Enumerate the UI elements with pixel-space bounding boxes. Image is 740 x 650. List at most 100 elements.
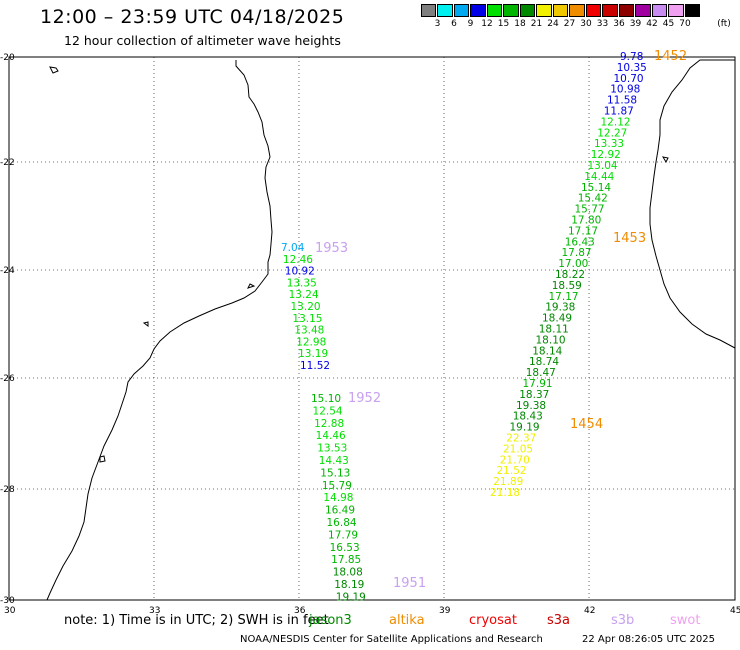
wave-height-value: 19.38 <box>545 302 575 314</box>
wave-height-value: 15.42 <box>578 193 608 205</box>
legend-swatch <box>585 4 602 17</box>
wave-height-value: 18.43 <box>513 411 543 423</box>
satellite-name: s3b <box>611 613 635 628</box>
legend-labels: 3 6 9 12 15 18 21 24 27 30 33 36 39 42 45 70 (ft) <box>421 19 740 31</box>
legend-swatch <box>668 4 684 17</box>
wave-height-value: 15.14 <box>581 182 611 194</box>
wave-height-value: 11.58 <box>607 95 637 107</box>
wave-height-value: 19.38 <box>516 400 546 412</box>
legend-swatch <box>470 4 486 17</box>
satellite-name: cryosat <box>469 613 517 628</box>
wave-height-value: 16.43 <box>565 236 595 248</box>
wave-height-value: 10.92 <box>285 266 315 278</box>
lon-tick-label: 36 <box>294 606 306 616</box>
wave-height-value: 18.19 <box>334 579 364 591</box>
satellite-name: altika <box>389 613 425 628</box>
legend-label: 21 <box>530 19 543 29</box>
legend-label: 3 <box>434 19 441 29</box>
wave-height-value: 18.14 <box>532 345 562 357</box>
pass-time-label: 1453 <box>613 231 646 246</box>
wave-height-value: 21.89 <box>493 476 523 488</box>
pass-time-labels: 1452 1453 1454 1953 1952 1951 <box>315 49 687 591</box>
legend-swatches <box>421 4 740 17</box>
legend-label: 27 <box>563 19 576 29</box>
wave-height-value: 18.49 <box>542 313 572 325</box>
wave-height-value: 9.78 <box>620 51 643 63</box>
wave-height-value: 13.33 <box>594 138 624 150</box>
wave-height-value: 17.17 <box>568 225 598 237</box>
wave-height-value: 13.20 <box>291 301 321 313</box>
wave-height-value: 17.91 <box>523 378 553 390</box>
wave-height-value: 14.43 <box>319 455 349 467</box>
lat-tick-label: -20 <box>0 53 15 63</box>
satellite-name: s3a <box>547 613 571 628</box>
wave-height-value: 14.46 <box>316 430 346 442</box>
legend-swatch <box>569 4 585 17</box>
wave-height-value: 18.11 <box>539 324 569 336</box>
color-legend: 3 6 9 12 15 18 21 24 27 30 33 36 39 42 45 70 (ft) <box>421 4 740 31</box>
wave-height-value: 11.52 <box>300 360 330 372</box>
wave-height-value: 17.17 <box>549 291 579 303</box>
track: 9.7810.3510.7010.9811.5811.8712.1212.271… <box>490 51 647 499</box>
legend-label: 39 <box>629 19 642 29</box>
wave-height-value: 21.70 <box>500 454 530 466</box>
legend-label: (ft) <box>717 19 731 29</box>
wave-height-value: 21.18 <box>490 487 520 499</box>
wave-height-value: 15.13 <box>320 467 350 479</box>
wave-height-value: 16.53 <box>330 542 360 554</box>
legend-swatch <box>536 4 552 17</box>
legend-label: 33 <box>596 19 609 29</box>
longitude-ticks: 30 33 36 39 42 45 <box>4 606 740 616</box>
wave-height-value: 13.19 <box>298 348 328 360</box>
lon-tick-label: 45 <box>730 606 740 616</box>
legend-swatch <box>421 4 437 17</box>
wave-height-value: 19.19 <box>510 422 540 434</box>
map-title: 12:00 – 23:59 UTC 04/18/2025 <box>40 6 345 28</box>
pass-time-label: 1951 <box>393 576 426 591</box>
wave-height-value: 17.80 <box>571 215 601 227</box>
legend-swatch <box>453 4 470 17</box>
lat-tick-label: -26 <box>0 374 15 384</box>
wave-height-value: 21.05 <box>503 443 533 455</box>
wave-height-value: 22.37 <box>506 433 536 445</box>
coastline-madagascar <box>649 59 736 349</box>
track: 15.1012.5412.8814.4613.5314.4315.1315.79… <box>311 393 366 603</box>
legend-swatch <box>486 4 503 17</box>
footnote: note: 1) Time is in UTC; 2) SWH is in fe… <box>64 613 329 628</box>
legend-label: 12 <box>481 19 493 29</box>
generated-timestamp: 22 Apr 08:26:05 UTC 2025 <box>582 634 715 645</box>
wave-height-value: 10.35 <box>617 62 647 74</box>
wave-height-value: 13.24 <box>289 289 319 301</box>
legend-label: 45 <box>662 19 675 29</box>
legend-swatch <box>503 4 519 17</box>
lat-tick-label: -22 <box>0 158 15 168</box>
satellite-name: jason3 <box>309 613 352 628</box>
legend-label: 6 <box>451 19 457 29</box>
wave-height-value: 17.00 <box>558 258 588 270</box>
legend-swatch <box>519 4 536 17</box>
legend-label: 9 <box>467 19 474 29</box>
wave-height-value: 15.10 <box>311 393 341 405</box>
pass-time-label: 1953 <box>315 241 348 256</box>
credit-line: NOAA/NESDIS Center for Satellite Applica… <box>240 634 543 645</box>
wave-height-value: 17.87 <box>562 247 592 259</box>
wave-height-value: 14.98 <box>323 492 353 504</box>
wave-height-value: 13.15 <box>292 313 322 325</box>
lat-tick-label: -30 <box>0 596 15 606</box>
wave-height-value: 12.54 <box>313 405 343 417</box>
wave-height-value: 17.79 <box>328 529 358 541</box>
altimeter-tracks: 9.7810.3510.7010.9811.5811.8712.1212.271… <box>281 51 647 603</box>
legend-swatch <box>618 4 635 17</box>
track: 7.0412.4610.9213.3513.2413.2013.1513.481… <box>281 242 330 372</box>
pass-time-label: 1952 <box>348 391 381 406</box>
map-grid <box>9 57 735 600</box>
wave-height-value: 12.98 <box>296 336 326 348</box>
lon-tick-label: 30 <box>4 606 16 616</box>
wave-height-value: 12.88 <box>314 418 344 430</box>
wave-height-value: 18.08 <box>333 567 363 579</box>
wave-height-value: 12.27 <box>597 127 627 139</box>
wave-height-value: 18.22 <box>555 269 585 281</box>
wave-height-value: 12.12 <box>601 116 631 128</box>
satellite-name: swot <box>670 613 701 628</box>
wave-height-value: 19.19 <box>336 591 366 603</box>
